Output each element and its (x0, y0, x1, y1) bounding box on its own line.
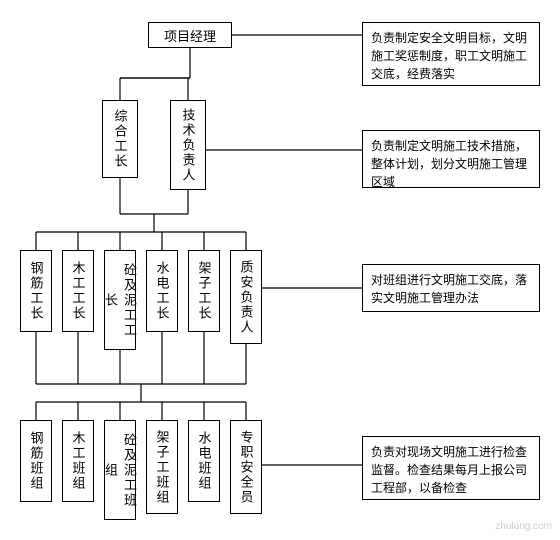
node-jzbz: 架子工班组 (146, 420, 178, 514)
node-gj: 钢筋工长 (20, 250, 52, 332)
node-za: 质安负责人 (230, 250, 262, 344)
watermark: zhulong.com (495, 521, 552, 532)
node-mgbz: 木工班组 (62, 420, 94, 502)
node-mg: 木工工长 (62, 250, 94, 332)
node-zaq: 专职安全员 (230, 420, 262, 514)
node-tjbz: 砼及泥工班组 (104, 420, 136, 520)
node-sd: 水电工长 (146, 250, 178, 332)
node-sdbz: 水电班组 (188, 420, 220, 502)
node-jsfzr: 技术负责人 (170, 100, 206, 190)
node-d4: 负责对现场文明施工进行检查监督。检查结果每月上报公司工程部，以备检查 (362, 436, 540, 500)
node-tj: 砼及泥工工长 (104, 250, 136, 350)
node-root: 项目经理 (148, 22, 232, 48)
node-gjbz: 钢筋班组 (20, 420, 52, 502)
node-d1: 负责制定安全文明目标，文明施工奖惩制度，职工文明施工交底，经费落实 (362, 22, 540, 86)
node-jz: 架子工长 (188, 250, 220, 332)
node-zhgz: 综合工长 (102, 100, 138, 178)
node-d2: 负责制定文明施工技术措施，整体计划，划分文明施工管理区域 (362, 130, 540, 188)
node-d3: 对班组进行文明施工交底，落实文明施工管理办法 (362, 264, 540, 312)
